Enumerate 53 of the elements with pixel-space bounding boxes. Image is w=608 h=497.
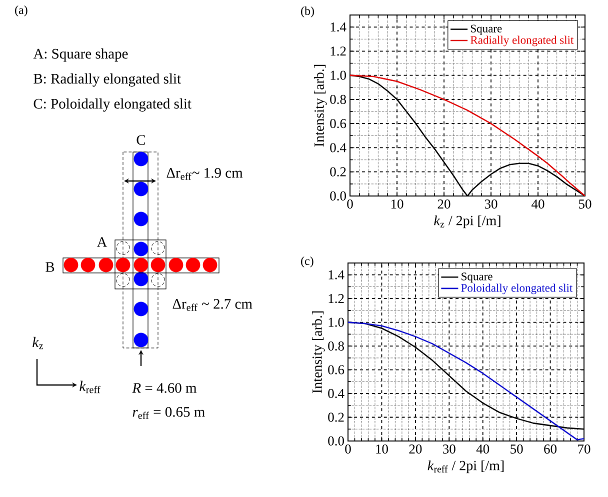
x-tick-label: 30 [443,444,456,454]
x-tick-label: 30 [484,200,498,209]
x-tick-label: 40 [476,444,490,454]
text: (a) [15,6,28,16]
y-tick-label: 0.6 [330,118,346,128]
text: C [136,135,146,145]
y-tick-label: 0.4 [328,388,344,398]
x-axis-title: k$_{reff}$ / 2pi [/m] [428,460,504,474]
y-tick-label: 0.2 [328,412,344,422]
text: Δr$_{eff}$~ 1.9 cm [166,168,243,180]
y-tick-label: 1.4 [328,270,344,280]
text: r$_{eff}$ = 0.65 m [132,407,205,419]
x-tick-label: 70 [578,444,590,454]
legend-label: Poloidally elongated slit [461,284,573,294]
legend-label: Square [462,272,492,283]
text: Δr$_{eff}$ ~ 2.7 cm [172,299,252,311]
text: k$_{z}$ [32,336,44,350]
y-tick-label: 1.0 [328,318,344,327]
y-tick-label: 0.6 [328,365,344,374]
x-tick-label: 50 [510,444,523,454]
text: A: Square shape [33,48,128,62]
x-tick-label: 10 [391,200,404,209]
y-tick-label: 0.2 [330,167,346,176]
x-tick-label: 20 [409,444,422,454]
text: B [46,262,54,272]
x-axis-title: k$_{z}$ / 2pi [/m] [434,215,500,228]
y-tick-label: 1.0 [330,70,346,80]
y-axis-title: Intensity [arb.] [312,311,325,394]
y-tick-label: 1.2 [328,294,344,304]
chart-title: (b) [301,6,314,18]
y-tick-label: 0.0 [330,191,346,201]
text: R = 4.60 m [132,383,197,393]
y-tick-label: 0.8 [328,341,344,351]
text: B: Radially elongated slit [34,73,181,87]
y-tick-label: 1.2 [330,46,346,56]
x-tick-label: 20 [438,200,450,209]
y-tick-label: 0.0 [328,436,344,446]
text: k$_{reff}$ [80,380,100,394]
x-tick-label: 0 [345,444,351,454]
x-tick-label: 50 [579,200,592,209]
y-tick-label: 0.8 [330,94,346,104]
y-tick-label: 0.4 [330,143,346,152]
x-tick-label: 10 [376,444,388,454]
y-tick-label: 1.4 [330,22,346,32]
chart-title: (c) [301,256,314,268]
text: A [96,237,108,247]
x-tick-label: 40 [532,200,544,209]
x-tick-label: 60 [544,444,557,454]
x-tick-label: 0 [347,200,353,209]
legend-label: Radially elongated slit [470,36,574,46]
text: C: Poloidally elongated slit [34,98,192,112]
legend-label: Square [470,24,502,35]
y-axis-title: Intensity [arb.] [314,64,327,147]
